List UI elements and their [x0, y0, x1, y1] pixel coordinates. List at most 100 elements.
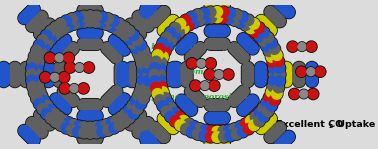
Circle shape [316, 67, 325, 76]
Circle shape [101, 94, 113, 107]
Circle shape [158, 52, 168, 62]
Circle shape [136, 79, 148, 92]
Circle shape [254, 23, 265, 33]
Circle shape [50, 108, 60, 119]
Circle shape [181, 15, 191, 25]
Circle shape [43, 62, 54, 73]
Circle shape [128, 100, 138, 111]
Circle shape [273, 15, 286, 28]
Circle shape [143, 75, 153, 86]
Circle shape [243, 124, 254, 134]
Circle shape [54, 66, 65, 77]
Circle shape [149, 124, 162, 137]
Circle shape [26, 132, 37, 143]
Circle shape [49, 28, 61, 41]
Circle shape [81, 38, 92, 49]
Circle shape [91, 144, 102, 149]
Circle shape [84, 143, 96, 149]
Circle shape [136, 65, 149, 78]
Circle shape [307, 68, 315, 76]
Circle shape [225, 8, 235, 18]
Circle shape [73, 17, 85, 29]
Circle shape [248, 110, 261, 123]
Circle shape [170, 65, 183, 78]
Circle shape [141, 3, 154, 16]
Circle shape [180, 68, 193, 81]
Circle shape [149, 141, 161, 149]
Circle shape [20, 65, 33, 78]
Circle shape [242, 62, 254, 74]
Circle shape [190, 91, 201, 102]
Circle shape [245, 115, 257, 127]
Circle shape [43, 18, 56, 31]
Circle shape [240, 119, 251, 129]
Circle shape [50, 73, 59, 82]
Circle shape [35, 10, 48, 23]
Circle shape [85, 16, 95, 27]
Circle shape [126, 101, 139, 114]
Circle shape [25, 131, 38, 144]
Circle shape [31, 122, 42, 133]
Circle shape [85, 133, 96, 144]
Circle shape [49, 108, 61, 120]
Circle shape [46, 31, 59, 44]
Circle shape [32, 69, 43, 80]
Circle shape [96, 17, 106, 28]
Circle shape [167, 75, 180, 87]
Circle shape [261, 41, 272, 51]
Circle shape [258, 18, 269, 29]
Circle shape [105, 20, 118, 32]
Circle shape [28, 57, 38, 68]
Circle shape [129, 23, 142, 36]
Circle shape [233, 91, 245, 102]
Circle shape [158, 38, 168, 48]
Circle shape [155, 66, 167, 77]
Circle shape [255, 15, 268, 27]
Circle shape [77, 37, 90, 50]
Circle shape [9, 72, 20, 83]
Circle shape [27, 117, 38, 129]
Circle shape [155, 69, 166, 80]
Circle shape [195, 43, 206, 54]
Circle shape [66, 13, 78, 25]
Circle shape [60, 50, 72, 61]
Text: Uptake: Uptake [335, 120, 376, 129]
Circle shape [59, 34, 71, 47]
Circle shape [45, 112, 57, 124]
Circle shape [42, 100, 53, 111]
Circle shape [53, 68, 66, 81]
Circle shape [155, 65, 167, 78]
Circle shape [70, 84, 79, 93]
Circle shape [160, 72, 171, 83]
Circle shape [192, 128, 204, 140]
Circle shape [208, 25, 220, 37]
Circle shape [297, 67, 306, 76]
Circle shape [263, 92, 276, 104]
Circle shape [103, 44, 116, 57]
Circle shape [186, 12, 197, 22]
Circle shape [188, 121, 200, 133]
Circle shape [42, 68, 55, 81]
Circle shape [33, 80, 43, 91]
Circle shape [273, 62, 286, 74]
Circle shape [208, 12, 220, 25]
Circle shape [142, 62, 155, 74]
Circle shape [81, 144, 92, 149]
Circle shape [73, 12, 83, 23]
Circle shape [245, 22, 257, 34]
Circle shape [235, 87, 248, 100]
Circle shape [47, 32, 58, 43]
Circle shape [237, 126, 249, 138]
Circle shape [141, 3, 152, 14]
Circle shape [237, 33, 250, 45]
Circle shape [50, 30, 60, 41]
Circle shape [102, 13, 114, 25]
Circle shape [254, 30, 266, 42]
Circle shape [271, 89, 282, 99]
Circle shape [136, 57, 148, 70]
Circle shape [180, 123, 192, 135]
Circle shape [36, 91, 47, 101]
Circle shape [55, 98, 66, 110]
Circle shape [264, 6, 277, 18]
Circle shape [212, 112, 223, 124]
